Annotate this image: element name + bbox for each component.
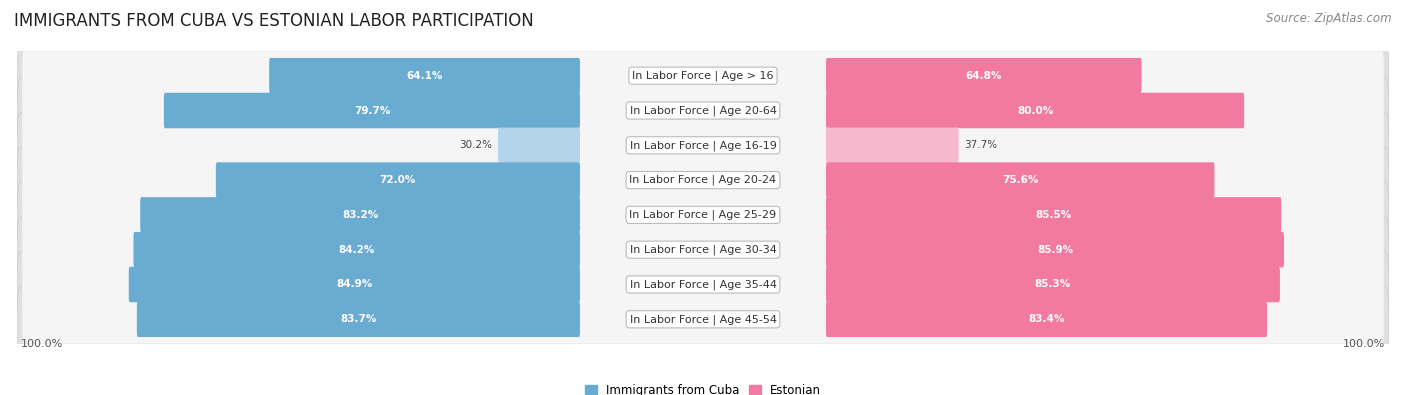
FancyBboxPatch shape (165, 93, 581, 128)
FancyBboxPatch shape (22, 295, 1384, 344)
FancyBboxPatch shape (22, 121, 1384, 170)
Text: Source: ZipAtlas.com: Source: ZipAtlas.com (1267, 12, 1392, 25)
FancyBboxPatch shape (22, 225, 1384, 274)
Text: 30.2%: 30.2% (460, 140, 492, 150)
FancyBboxPatch shape (22, 51, 1384, 100)
FancyBboxPatch shape (825, 197, 1281, 233)
FancyBboxPatch shape (17, 43, 1389, 108)
Text: In Labor Force | Age 16-19: In Labor Force | Age 16-19 (630, 140, 776, 150)
FancyBboxPatch shape (825, 301, 1267, 337)
Text: 85.3%: 85.3% (1035, 280, 1071, 290)
Text: In Labor Force | Age 25-29: In Labor Force | Age 25-29 (630, 210, 776, 220)
Text: In Labor Force | Age 20-64: In Labor Force | Age 20-64 (630, 105, 776, 116)
Text: 79.7%: 79.7% (354, 105, 389, 115)
Text: 85.5%: 85.5% (1035, 210, 1071, 220)
Text: In Labor Force | Age 35-44: In Labor Force | Age 35-44 (630, 279, 776, 290)
Text: 84.2%: 84.2% (339, 245, 375, 255)
Text: 83.2%: 83.2% (342, 210, 378, 220)
FancyBboxPatch shape (498, 128, 581, 163)
FancyBboxPatch shape (825, 58, 1142, 94)
FancyBboxPatch shape (17, 252, 1389, 317)
Text: In Labor Force | Age 20-24: In Labor Force | Age 20-24 (630, 175, 776, 185)
FancyBboxPatch shape (17, 287, 1389, 352)
FancyBboxPatch shape (825, 267, 1279, 302)
Text: 100.0%: 100.0% (21, 339, 63, 349)
Text: 80.0%: 80.0% (1017, 105, 1053, 115)
FancyBboxPatch shape (141, 197, 581, 233)
Legend: Immigrants from Cuba, Estonian: Immigrants from Cuba, Estonian (581, 380, 825, 395)
FancyBboxPatch shape (22, 156, 1384, 205)
Text: In Labor Force | Age 45-54: In Labor Force | Age 45-54 (630, 314, 776, 325)
Text: 100.0%: 100.0% (1343, 339, 1385, 349)
FancyBboxPatch shape (136, 301, 581, 337)
Text: 83.7%: 83.7% (340, 314, 377, 324)
Text: In Labor Force | Age 30-34: In Labor Force | Age 30-34 (630, 245, 776, 255)
FancyBboxPatch shape (17, 182, 1389, 248)
FancyBboxPatch shape (134, 232, 581, 267)
FancyBboxPatch shape (825, 93, 1244, 128)
FancyBboxPatch shape (22, 86, 1384, 135)
Text: 72.0%: 72.0% (380, 175, 416, 185)
Text: 83.4%: 83.4% (1028, 314, 1064, 324)
FancyBboxPatch shape (17, 78, 1389, 143)
FancyBboxPatch shape (825, 232, 1284, 267)
Text: In Labor Force | Age > 16: In Labor Force | Age > 16 (633, 70, 773, 81)
FancyBboxPatch shape (22, 260, 1384, 309)
FancyBboxPatch shape (22, 190, 1384, 239)
FancyBboxPatch shape (269, 58, 581, 94)
Text: IMMIGRANTS FROM CUBA VS ESTONIAN LABOR PARTICIPATION: IMMIGRANTS FROM CUBA VS ESTONIAN LABOR P… (14, 12, 534, 30)
FancyBboxPatch shape (217, 162, 581, 198)
Text: 85.9%: 85.9% (1036, 245, 1073, 255)
Text: 84.9%: 84.9% (336, 280, 373, 290)
FancyBboxPatch shape (825, 128, 959, 163)
FancyBboxPatch shape (17, 147, 1389, 213)
Text: 75.6%: 75.6% (1002, 175, 1039, 185)
Text: 37.7%: 37.7% (965, 140, 997, 150)
Text: 64.1%: 64.1% (406, 71, 443, 81)
FancyBboxPatch shape (17, 113, 1389, 178)
FancyBboxPatch shape (825, 162, 1215, 198)
Text: 64.8%: 64.8% (966, 71, 1002, 81)
FancyBboxPatch shape (129, 267, 581, 302)
FancyBboxPatch shape (17, 217, 1389, 282)
